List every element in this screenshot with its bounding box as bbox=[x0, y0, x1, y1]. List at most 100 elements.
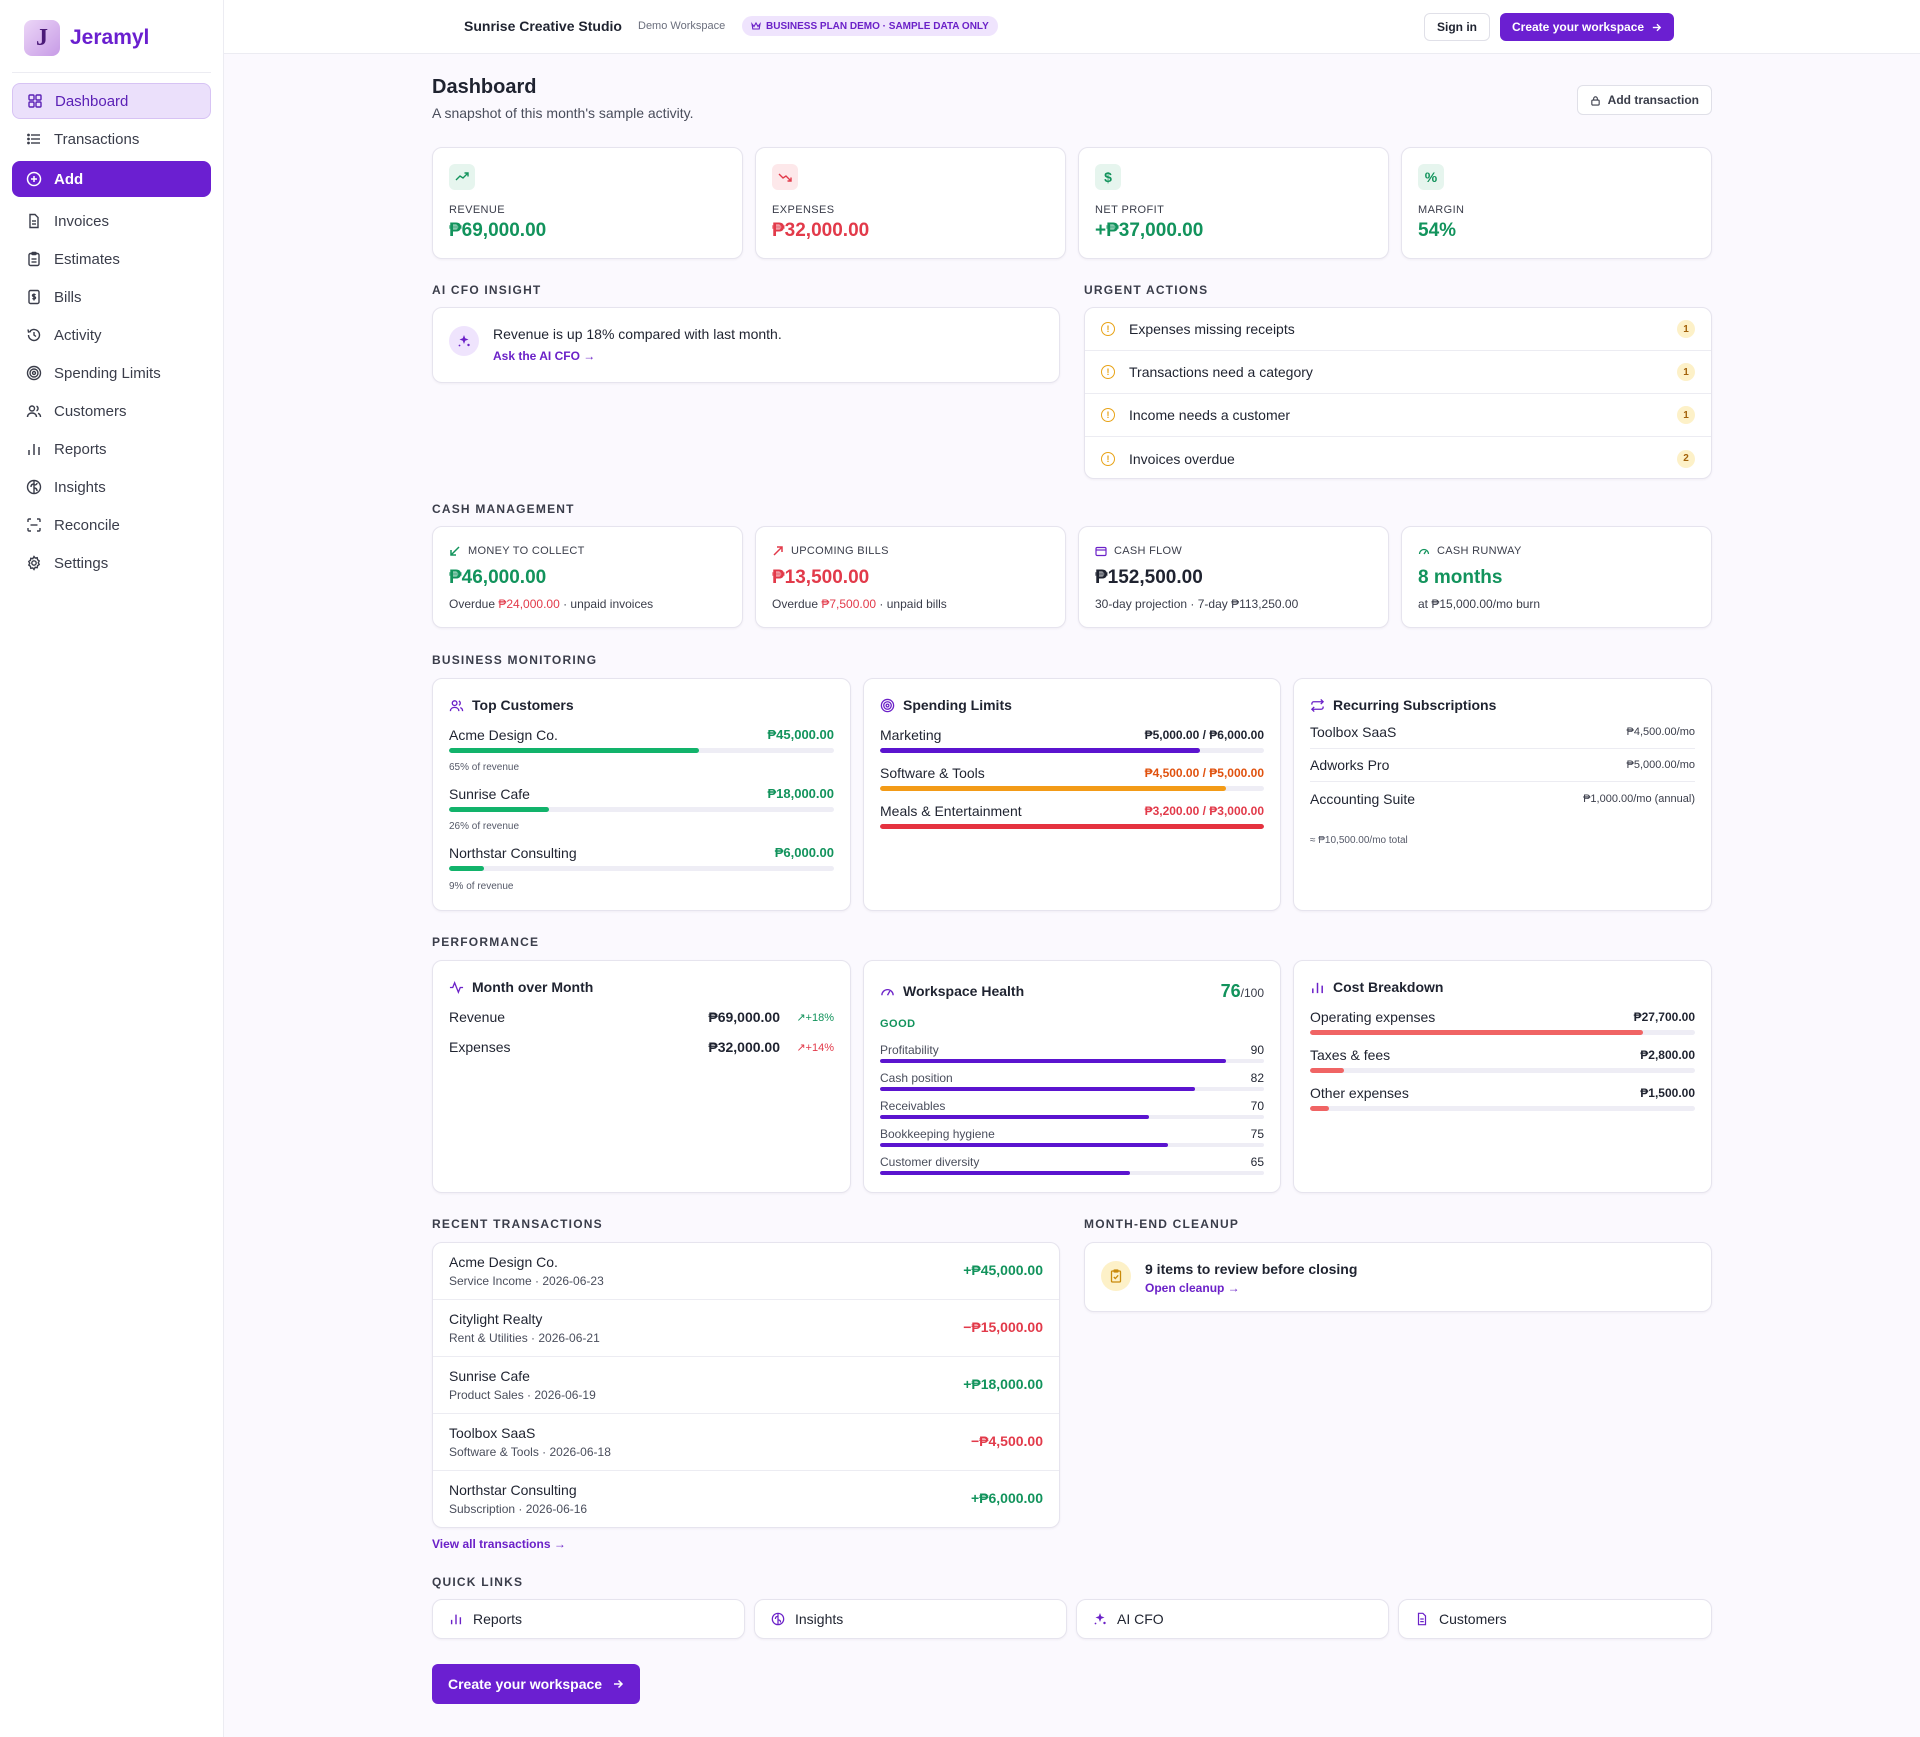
grid-icon bbox=[28, 94, 42, 108]
cost-breakdown-card: Cost Breakdown Operating expenses ₱27,70… bbox=[1293, 960, 1712, 1193]
sparkle-icon bbox=[449, 326, 479, 356]
warning-icon: ! bbox=[1101, 365, 1115, 379]
brand[interactable]: J Jeramyl bbox=[12, 18, 211, 73]
sidebar-item-settings[interactable]: Settings bbox=[12, 545, 211, 581]
create-workspace-button[interactable]: Create your workspace bbox=[1500, 13, 1675, 41]
sidebar-item-label: Activity bbox=[54, 326, 102, 344]
health-metric-name: Customer diversity bbox=[880, 1155, 980, 1169]
limit-name: Software & Tools bbox=[880, 765, 985, 781]
sidebar-item-label: Customers bbox=[54, 402, 127, 420]
sidebar-item-transactions[interactable]: Transactions bbox=[12, 121, 211, 157]
cash-note: Overdue ₱24,000.00 · unpaid invoices bbox=[449, 597, 654, 611]
create-workspace-bottom-button[interactable]: Create your workspace bbox=[432, 1664, 641, 1704]
urgent-row[interactable]: ! Invoices overdue 2 bbox=[1085, 437, 1711, 478]
sidebar-item-activity[interactable]: Activity bbox=[12, 317, 211, 353]
sidebar-item-invoices[interactable]: Invoices bbox=[12, 203, 211, 239]
cleanup-text: 9 items to review before closing bbox=[1145, 1261, 1358, 1277]
cost-bar bbox=[1310, 1030, 1695, 1035]
sidebar-item-insights[interactable]: Insights bbox=[12, 469, 211, 505]
mom-delta: ↗+14% bbox=[796, 1042, 834, 1054]
customer-bar-fill bbox=[449, 866, 484, 871]
ask-ai-cfo-link[interactable]: Ask the AI CFO → bbox=[493, 349, 596, 363]
section-urgent-actions: URGENT ACTIONS bbox=[1084, 283, 1209, 297]
history-icon bbox=[27, 328, 41, 342]
urgent-row[interactable]: ! Transactions need a category 1 bbox=[1085, 351, 1711, 394]
sidebar-item-spending-limits[interactable]: Spending Limits bbox=[12, 355, 211, 391]
add-transaction-button[interactable]: Add transaction bbox=[1576, 85, 1712, 115]
sidebar-item-label: Add bbox=[54, 170, 84, 188]
health-bar bbox=[880, 1087, 1264, 1091]
sidebar-item-reports[interactable]: Reports bbox=[12, 431, 211, 467]
limit-bar bbox=[880, 748, 1264, 753]
urgent-text: Income needs a customer bbox=[1129, 407, 1291, 423]
kpi-label: EXPENSES bbox=[772, 204, 835, 216]
sidebar-item-estimates[interactable]: Estimates bbox=[12, 241, 211, 277]
sidebar-item-reconcile[interactable]: Reconcile bbox=[12, 507, 211, 543]
cost-bar bbox=[1310, 1106, 1695, 1111]
transaction-row[interactable]: Acme Design Co. Service Income · 2026-06-… bbox=[433, 1243, 1059, 1300]
users-icon bbox=[26, 405, 42, 418]
health-bar bbox=[880, 1115, 1264, 1119]
urgent-row[interactable]: ! Income needs a customer 1 bbox=[1085, 394, 1711, 437]
limit-value: ₱4,500.00 / ₱5,000.00 bbox=[1144, 766, 1264, 780]
warning-icon: ! bbox=[1101, 408, 1115, 422]
sidebar-item-add[interactable]: Add bbox=[12, 161, 211, 197]
plus-circle-icon bbox=[26, 171, 42, 187]
kpi-value: ₱69,000.00 bbox=[449, 220, 547, 241]
sidebar-item-label: Insights bbox=[54, 478, 106, 496]
sidebar-item-label: Estimates bbox=[54, 250, 120, 268]
workspace-name: Sunrise Creative Studio bbox=[464, 18, 622, 34]
quick-link-ai-cfo[interactable]: AI CFO bbox=[1076, 1599, 1389, 1639]
cost-value: ₱27,700.00 bbox=[1633, 1010, 1695, 1024]
gear-icon bbox=[27, 555, 41, 571]
trend-up-icon bbox=[449, 164, 475, 190]
sidebar-item-label: Reconcile bbox=[54, 516, 120, 534]
customer-value: ₱6,000.00 bbox=[774, 845, 834, 860]
bar-chart-icon bbox=[1312, 982, 1323, 993]
demo-badge: BUSINESS PLAN DEMO · SAMPLE DATA ONLY bbox=[742, 16, 998, 36]
sign-in-button[interactable]: Sign in bbox=[1424, 13, 1490, 41]
warning-icon: ! bbox=[1101, 451, 1115, 466]
view-all-transactions-link[interactable]: View all transactions → bbox=[432, 1537, 566, 1551]
sidebar: J Jeramyl Dashboard Transactions Add Inv… bbox=[0, 0, 224, 1737]
list-icon bbox=[27, 133, 40, 145]
dollar-file-icon bbox=[28, 289, 40, 305]
ai-insight-card: Revenue is up 18% compared with last mon… bbox=[432, 307, 1060, 383]
topbar: Sunrise Creative Studio Demo Workspace B… bbox=[224, 0, 1920, 54]
kpi-label: REVENUE bbox=[449, 204, 505, 216]
file-icon bbox=[1417, 1612, 1427, 1626]
customer-share: 26% of revenue bbox=[449, 821, 520, 832]
panel-title: Top Customers bbox=[449, 697, 574, 713]
kpi-value: 54% bbox=[1418, 220, 1457, 241]
urgent-actions-card: ! Expenses missing receipts 1 ! Transaction… bbox=[1084, 307, 1712, 479]
transaction-row[interactable]: Northstar Consulting Subscription · 2026-… bbox=[449, 1482, 1043, 1516]
cash-note: 30-day projection · 7-day ₱113,250.00 bbox=[1095, 597, 1299, 611]
kpi-label: NET PROFIT bbox=[1095, 204, 1165, 216]
health-bar-fill bbox=[880, 1171, 1130, 1175]
customer-bar bbox=[449, 866, 834, 871]
urgent-row[interactable]: ! Expenses missing receipts 1 bbox=[1085, 308, 1711, 351]
sidebar-item-label: Spending Limits bbox=[54, 364, 161, 382]
quick-link-customers[interactable]: Customers bbox=[1398, 1599, 1712, 1639]
customer-bar bbox=[449, 748, 834, 753]
sidebar-item-label: Reports bbox=[54, 440, 107, 458]
sidebar-item-dashboard[interactable]: Dashboard bbox=[12, 83, 211, 119]
sidebar-item-customers[interactable]: Customers bbox=[12, 393, 211, 429]
health-bar-fill bbox=[880, 1087, 1195, 1091]
sidebar-item-bills[interactable]: Bills bbox=[12, 279, 211, 315]
cost-value: ₱2,800.00 bbox=[1640, 1048, 1695, 1062]
urgent-count: 2 bbox=[1677, 449, 1695, 468]
limit-bar-fill bbox=[880, 786, 1226, 791]
urgent-count: 1 bbox=[1677, 406, 1695, 424]
transaction-row[interactable]: Sunrise Cafe Product Sales · 2026-06-19 +₱… bbox=[433, 1357, 1059, 1414]
health-bar-fill bbox=[880, 1143, 1168, 1147]
transaction-row[interactable]: Toolbox SaaS Software & Tools · 2026-06-1… bbox=[433, 1414, 1059, 1471]
mom-name: Revenue bbox=[449, 1009, 506, 1025]
quick-link-reports[interactable]: Reports bbox=[432, 1599, 745, 1639]
health-metric-value: 90 bbox=[1250, 1043, 1264, 1057]
open-cleanup-link[interactable]: Open cleanup → bbox=[1145, 1281, 1240, 1295]
kpi-net-profit: $ NET PROFIT +₱37,000.00 bbox=[1078, 147, 1389, 259]
quick-link-insights[interactable]: Insights bbox=[754, 1599, 1067, 1639]
spending-limits-card: Spending Limits Marketing ₱5,000.00 / ₱6… bbox=[863, 678, 1281, 911]
transaction-row[interactable]: Citylight Realty Rent & Utilities · 2026-… bbox=[433, 1300, 1059, 1357]
